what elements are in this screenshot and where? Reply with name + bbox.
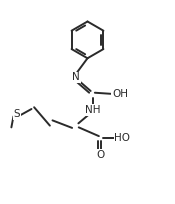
Text: N: N bbox=[72, 72, 80, 82]
Text: HO: HO bbox=[114, 133, 131, 143]
Text: O: O bbox=[96, 150, 105, 160]
Text: OH: OH bbox=[112, 89, 128, 99]
Text: NH: NH bbox=[85, 105, 100, 115]
Text: S: S bbox=[13, 109, 20, 119]
